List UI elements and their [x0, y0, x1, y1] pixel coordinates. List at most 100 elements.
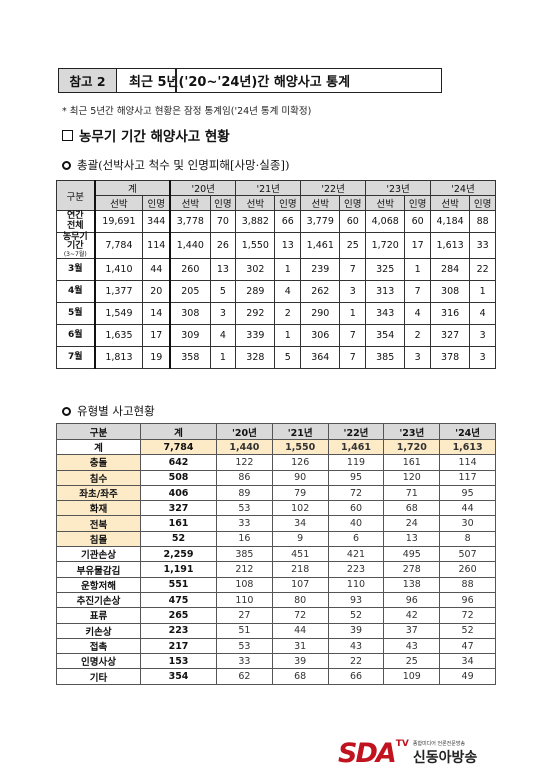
table-cell: 33	[216, 515, 273, 532]
table-cell: 1,613	[439, 438, 496, 456]
category-cell: 침수	[56, 469, 141, 486]
table-cell: 7	[339, 346, 367, 370]
table-row: 인명사상 153 33 39 22 25 34	[56, 653, 496, 670]
table-cell: 122	[216, 454, 273, 471]
table-cell: 93	[327, 591, 385, 609]
header-column: '24년	[439, 423, 496, 440]
table-cell: 2	[404, 324, 432, 348]
category-cell: 전복	[56, 515, 141, 532]
table-cell: 40	[327, 515, 385, 532]
row-label-line: 6월	[67, 329, 83, 340]
table-cell: 385	[216, 546, 273, 563]
table-cell: 2,259	[140, 546, 217, 563]
table-cell: 96	[383, 591, 441, 609]
table-cell: 358	[169, 346, 211, 370]
header-column: '23년	[383, 423, 441, 440]
header-year: '21년	[235, 180, 302, 196]
row-label: 6월	[56, 324, 95, 348]
table-cell: 1,549	[93, 302, 144, 326]
row-label-line: 4월	[67, 285, 83, 296]
table-cell: 52	[327, 607, 385, 624]
table-cell: 212	[216, 561, 273, 578]
category-cell: 표류	[56, 607, 141, 624]
table-cell: 8	[439, 530, 496, 548]
table-cell: 33	[469, 231, 496, 260]
table-cell: 343	[365, 302, 406, 326]
table-cell: 71	[383, 484, 441, 502]
header-year: '22년	[300, 180, 367, 196]
table-cell: 86	[216, 469, 273, 486]
row-label: 농무기 기간 (3~7월)	[56, 231, 95, 260]
table-row: 4월 1,377 20 205 5 289 4 262 3 313 7 308 1	[56, 280, 496, 304]
table-cell: 3	[469, 324, 496, 348]
table-cell: 1	[469, 280, 496, 304]
table-cell: 161	[140, 515, 217, 532]
provisional-note: * 최근 5년간 해양사고 현황은 잠정 통계임('24년 통계 미확정)	[62, 106, 312, 117]
table-cell: 52	[140, 530, 217, 548]
category-cell: 인명사상	[56, 653, 141, 670]
table-row: 농무기 기간 (3~7월) 7,784 114 1,440 26 1,550 13 1,461 25…	[56, 231, 496, 260]
table-cell: 3	[404, 346, 432, 370]
table-cell: 1,377	[93, 280, 144, 304]
table-cell: 308	[169, 302, 211, 326]
checkbox-square-icon	[62, 129, 73, 141]
table-cell: 47	[439, 637, 496, 655]
table-cell: 90	[271, 469, 329, 486]
table-row: 6월 1,635 17 309 4 339 1 306 7 354 2 327 3	[56, 324, 496, 348]
table-cell: 108	[216, 576, 273, 593]
category-cell: 접촉	[56, 637, 141, 655]
table-cell: 53	[216, 637, 273, 655]
table-cell: 339	[235, 324, 276, 348]
table-cell: 1,635	[93, 324, 144, 348]
header-ship: 선박	[169, 195, 211, 211]
table-cell: 289	[235, 280, 276, 304]
table-cell: 1,461	[327, 438, 385, 456]
table-cell: 4	[404, 302, 432, 326]
table-cell: 1,550	[271, 438, 329, 456]
table-cell: 327	[140, 500, 217, 517]
table-cell: 260	[439, 561, 496, 578]
table-cell: 327	[430, 324, 471, 348]
section-title-text: 농무기 기간 해양사고 현황	[79, 129, 230, 145]
table-cell: 161	[383, 454, 441, 471]
table-cell: 114	[439, 454, 496, 471]
table-cell: 72	[271, 607, 329, 624]
table-cell: 24	[383, 515, 441, 532]
section-title: 농무기 기간 해양사고 현황	[62, 125, 230, 145]
table-cell: 102	[271, 500, 329, 517]
table-cell: 22	[469, 258, 496, 282]
table-cell: 284	[430, 258, 471, 282]
table-cell: 119	[327, 454, 385, 471]
table-cell: 421	[327, 546, 385, 563]
table-cell: 95	[439, 484, 496, 502]
subtitle-by-type-text: 유형별 사고현황	[77, 404, 155, 418]
table-cell: 39	[327, 622, 385, 639]
table-cell: 16	[216, 530, 273, 548]
table-cell: 43	[383, 637, 441, 655]
table-cell: 1,191	[140, 561, 217, 578]
table-cell: 385	[365, 346, 406, 370]
table-cell: 1,613	[430, 231, 471, 260]
table-cell: 49	[439, 668, 496, 685]
table-cell: 31	[271, 637, 329, 655]
table-cell: 39	[271, 653, 329, 670]
table-cell: 66	[274, 210, 302, 233]
row-label: 7월	[56, 346, 95, 370]
table-cell: 1,720	[383, 438, 441, 456]
table-cell: 138	[383, 576, 441, 593]
table-cell: 70	[209, 210, 237, 233]
table-cell: 7	[404, 280, 432, 304]
table-cell: 30	[439, 515, 496, 532]
table-cell: 4,184	[430, 210, 471, 233]
category-cell: 기타	[56, 668, 141, 685]
subtitle-summary-text: 총괄(선박사고 척수 및 인명피해[사망·실종])	[77, 158, 290, 172]
table-cell: 642	[140, 454, 217, 471]
table-cell: 302	[235, 258, 276, 282]
table-cell: 13	[383, 530, 441, 548]
header-column: '22년	[327, 423, 385, 440]
table-row: 키손상 223 51 44 39 37 52	[56, 622, 496, 639]
header-year: '20년	[169, 180, 237, 196]
table-cell: 13	[274, 231, 302, 260]
table-cell: 7	[339, 258, 367, 282]
category-cell: 계	[56, 438, 141, 456]
